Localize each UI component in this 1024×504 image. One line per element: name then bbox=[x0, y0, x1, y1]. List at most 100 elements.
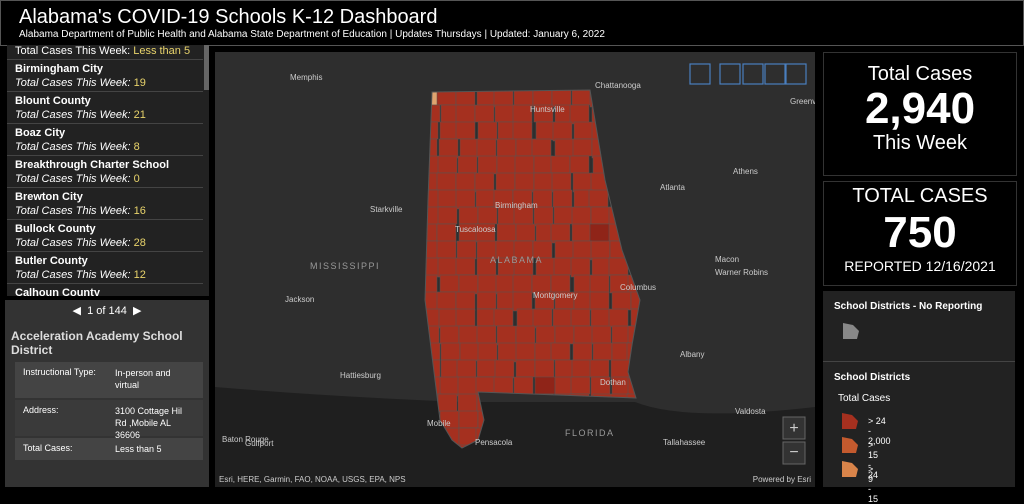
district bbox=[439, 376, 460, 397]
district bbox=[554, 359, 575, 380]
district bbox=[458, 410, 479, 429]
detail-key: Total Cases: bbox=[23, 443, 73, 453]
item-value-line: Total Cases This Week: 19 bbox=[15, 77, 146, 89]
district bbox=[571, 359, 592, 378]
district bbox=[457, 376, 478, 396]
pager[interactable]: ◀ 1 of 144 ▶ bbox=[72, 305, 142, 317]
pager-text: 1 of 144 bbox=[87, 305, 127, 317]
district bbox=[455, 121, 476, 140]
district bbox=[437, 155, 458, 174]
map-label: ALABAMA bbox=[490, 255, 543, 265]
district bbox=[590, 206, 611, 225]
item-value-line: Total Cases This Week: 21 bbox=[15, 109, 146, 121]
district bbox=[591, 325, 612, 345]
district bbox=[436, 172, 457, 192]
item-name: Calhoun County bbox=[15, 287, 100, 296]
district bbox=[610, 359, 631, 380]
map-label: Macon bbox=[715, 255, 739, 264]
swatch-shape bbox=[842, 461, 858, 477]
item-name: Butler County bbox=[15, 255, 88, 267]
district bbox=[437, 206, 458, 225]
item-value-line: Total Cases This Week: 16 bbox=[15, 205, 146, 217]
district bbox=[589, 291, 610, 311]
list-item[interactable]: Breakthrough Charter School Total Cases T… bbox=[7, 156, 203, 188]
district bbox=[569, 104, 590, 125]
map: + − Memphis Chattanooga Greenvil Atlanta Athe… bbox=[215, 52, 815, 487]
district bbox=[534, 359, 555, 380]
map-label: Gulfport bbox=[245, 439, 274, 448]
item-label: Total Cases This Week: bbox=[15, 205, 131, 217]
district bbox=[458, 325, 479, 345]
item-label: Total Cases This Week: bbox=[15, 173, 131, 185]
district bbox=[570, 308, 591, 327]
district bbox=[494, 104, 515, 123]
map-label: Montgomery bbox=[533, 291, 577, 300]
district bbox=[554, 325, 575, 345]
district bbox=[611, 291, 632, 311]
item-value: 21 bbox=[133, 109, 146, 121]
list-item[interactable]: Birmingham City Total Cases This Week: 19 bbox=[7, 60, 203, 92]
detail-row: Total Cases: Less than 5 bbox=[15, 438, 203, 460]
item-value-line: Total Cases This Week: 28 bbox=[15, 237, 146, 249]
district bbox=[514, 172, 535, 193]
item-value: 8 bbox=[133, 141, 140, 153]
map-label: Columbus bbox=[620, 283, 656, 292]
map-label: Dothan bbox=[600, 378, 626, 387]
powered-by: Powered by Esri bbox=[753, 475, 811, 484]
detail-val: 3100 Cottage Hil Rd ,Mobile AL 36606 bbox=[115, 406, 183, 440]
district bbox=[571, 223, 592, 242]
district bbox=[439, 325, 460, 345]
map-label: Warner Robins bbox=[715, 268, 768, 277]
list-item[interactable]: Boaz City Total Cases This Week: 8 bbox=[7, 124, 203, 156]
district bbox=[512, 121, 533, 141]
map-label: Hattiesburg bbox=[340, 371, 381, 380]
district bbox=[474, 104, 495, 123]
map-label: Huntsville bbox=[530, 105, 565, 114]
district bbox=[455, 172, 476, 193]
district bbox=[459, 342, 480, 362]
district bbox=[588, 189, 609, 208]
list-item[interactable]: Blount County Total Cases This Week: 21 bbox=[7, 92, 203, 124]
map-label: Valdosta bbox=[735, 407, 766, 416]
district bbox=[512, 291, 533, 312]
list-item[interactable]: Calhoun County bbox=[7, 284, 203, 296]
district bbox=[535, 121, 556, 141]
district bbox=[457, 393, 478, 414]
district bbox=[514, 155, 535, 175]
list-item[interactable]: Bullock County Total Cases This Week: 28 bbox=[7, 220, 203, 252]
map-label: Tuscaloosa bbox=[455, 225, 496, 234]
district bbox=[531, 138, 552, 157]
district bbox=[475, 189, 496, 208]
district bbox=[496, 138, 517, 159]
district bbox=[630, 308, 640, 327]
district bbox=[512, 274, 533, 295]
district bbox=[591, 257, 612, 277]
legend-swatch bbox=[842, 437, 858, 453]
district bbox=[515, 325, 536, 345]
district bbox=[569, 155, 590, 174]
list-item[interactable]: Butler County Total Cases This Week: 12 bbox=[7, 252, 203, 284]
district bbox=[554, 240, 575, 260]
district bbox=[455, 104, 476, 124]
item-name: Bullock County bbox=[15, 223, 96, 235]
item-label: Total Cases This Week: bbox=[15, 77, 131, 89]
district bbox=[496, 325, 517, 346]
item-name: Boaz City bbox=[15, 127, 66, 139]
district bbox=[589, 274, 610, 294]
district bbox=[533, 172, 554, 192]
district bbox=[608, 257, 629, 276]
district bbox=[439, 274, 460, 293]
scrollbar bbox=[204, 45, 209, 90]
list-item[interactable]: Brewton City Total Cases This Week: 16 bbox=[7, 188, 203, 220]
swatch-shape bbox=[842, 413, 858, 429]
district bbox=[436, 291, 457, 311]
map-label: Jackson bbox=[285, 295, 314, 304]
district bbox=[571, 206, 592, 227]
legend-swatch bbox=[842, 461, 858, 477]
detail-title: Acceleration Academy School District bbox=[11, 329, 183, 357]
district bbox=[455, 189, 476, 210]
item-label: Total Cases This Week: bbox=[15, 109, 131, 121]
district bbox=[572, 240, 593, 261]
district bbox=[477, 121, 498, 141]
